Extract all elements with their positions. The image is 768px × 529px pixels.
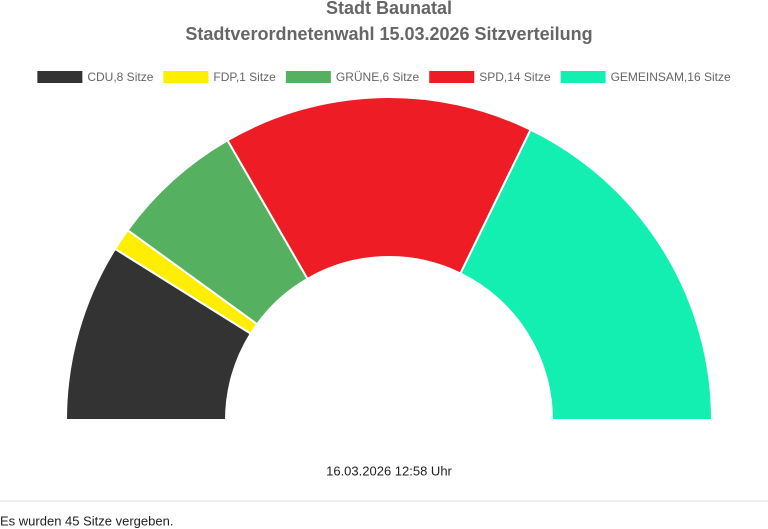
legend-swatch <box>429 71 475 83</box>
chart-title: Stadt Baunatal <box>326 0 452 18</box>
legend-label: SPD,14 Sitze <box>479 70 551 84</box>
legend-label: GEMEINSAM,16 Sitze <box>611 70 731 84</box>
timestamp: 16.03.2026 12:58 Uhr <box>326 463 452 478</box>
segment <box>226 96 532 281</box>
legend-label: FDP,1 Sitze <box>213 70 276 84</box>
legend-label: CDU,8 Sitze <box>87 70 153 84</box>
legend-swatch <box>163 71 209 83</box>
legend-swatch <box>285 71 331 83</box>
chart-subtitle: Stadtverordnetenwahl 15.03.2026 Sitzvert… <box>185 24 592 44</box>
note: Es wurden 45 Sitze vergeben. <box>0 513 173 528</box>
legend-swatch <box>560 71 606 83</box>
segment <box>459 128 714 421</box>
legend-swatch <box>37 71 83 83</box>
legend-label: GRÜNE,6 Sitze <box>336 70 420 84</box>
